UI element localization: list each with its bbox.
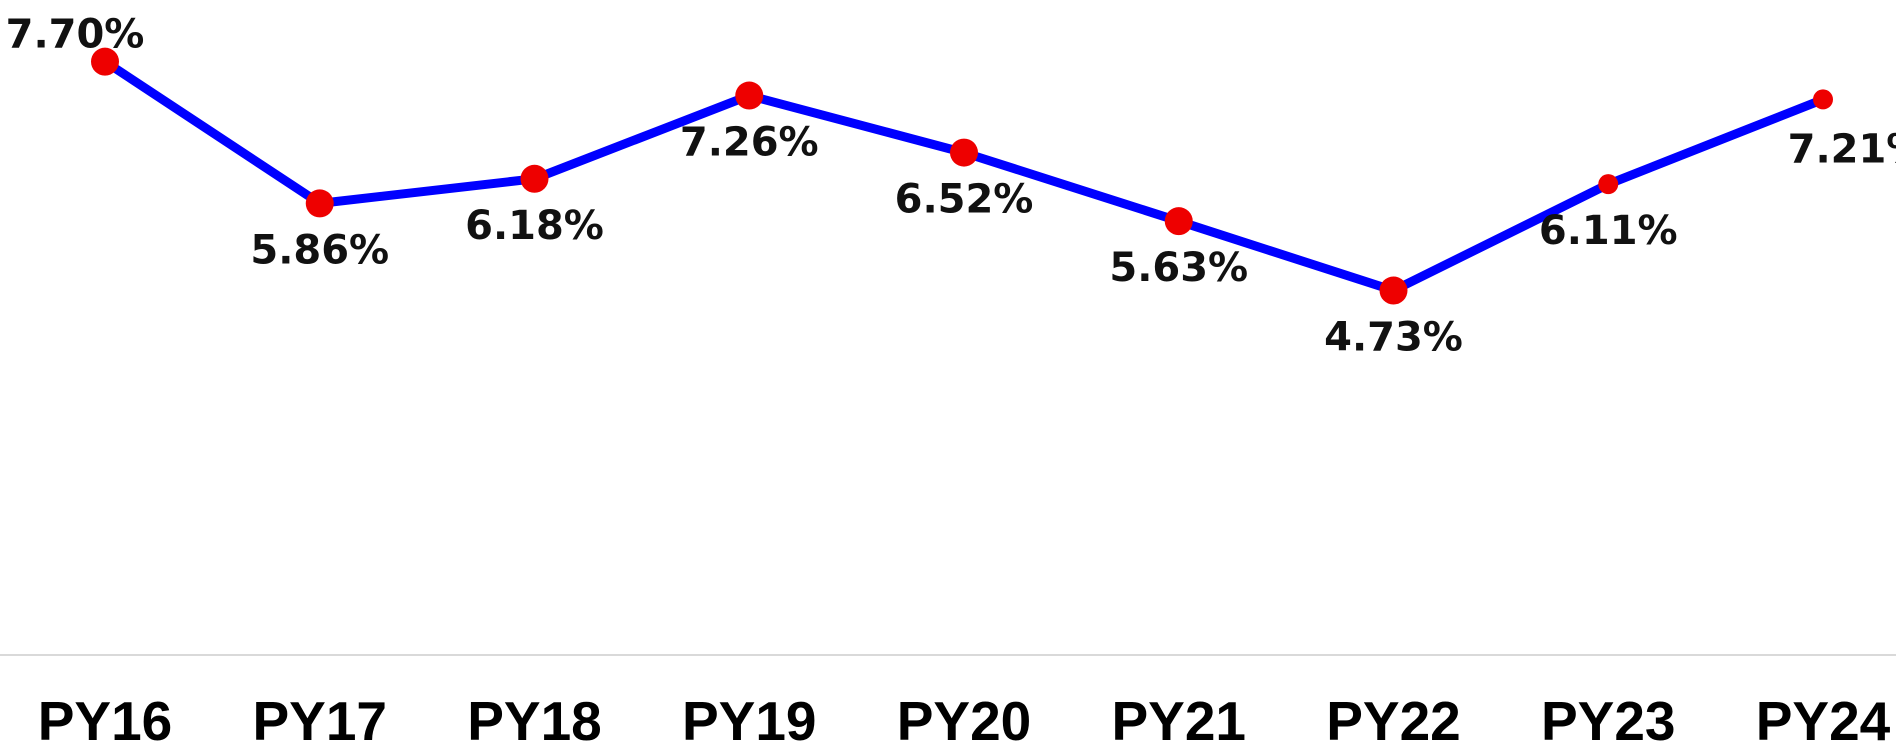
data-label-py17: 5.86%	[250, 227, 389, 273]
x-tick-label-py16: PY16	[38, 690, 173, 747]
data-point-py20	[950, 138, 978, 167]
x-tick-label-py23: PY23	[1541, 690, 1676, 747]
data-point-py23	[1598, 174, 1619, 195]
data-label-py19: 7.26%	[680, 120, 819, 166]
x-tick-label-py21: PY21	[1111, 690, 1246, 747]
x-tick-label-py24: PY24	[1756, 690, 1891, 747]
data-point-py16	[91, 47, 119, 76]
x-tick-label-py19: PY19	[682, 690, 817, 747]
data-label-py22: 4.73%	[1324, 315, 1463, 361]
data-point-py19	[735, 81, 764, 110]
x-tick-label-py18: PY18	[467, 690, 602, 747]
x-tick-label-py22: PY22	[1326, 690, 1461, 747]
data-point-py22	[1379, 276, 1408, 305]
x-tick-label-py20: PY20	[897, 690, 1032, 747]
data-label-py16: 7.70%	[6, 12, 145, 58]
data-label-py18: 6.18%	[465, 203, 604, 249]
data-point-py24	[1813, 89, 1833, 110]
data-label-py21: 5.63%	[1109, 245, 1248, 291]
marker-group	[91, 47, 1833, 305]
data-point-py21	[1164, 207, 1193, 236]
data-label-group: 7.70% 5.86% 6.18% 7.26% 6.52% 5.63% 4.73% 6.11%…	[6, 12, 1896, 361]
data-label-py20: 6.52%	[895, 177, 1034, 223]
data-label-py23: 6.11%	[1539, 208, 1678, 254]
x-tick-label-py17: PY17	[252, 690, 387, 747]
data-point-py18	[520, 164, 549, 193]
x-tick-label-group: PY16 PY17 PY18 PY19 PY20 PY21 PY22 PY23 PY24	[38, 690, 1891, 747]
data-label-py24: 7.21%	[1788, 126, 1896, 172]
data-point-py17	[305, 189, 334, 218]
